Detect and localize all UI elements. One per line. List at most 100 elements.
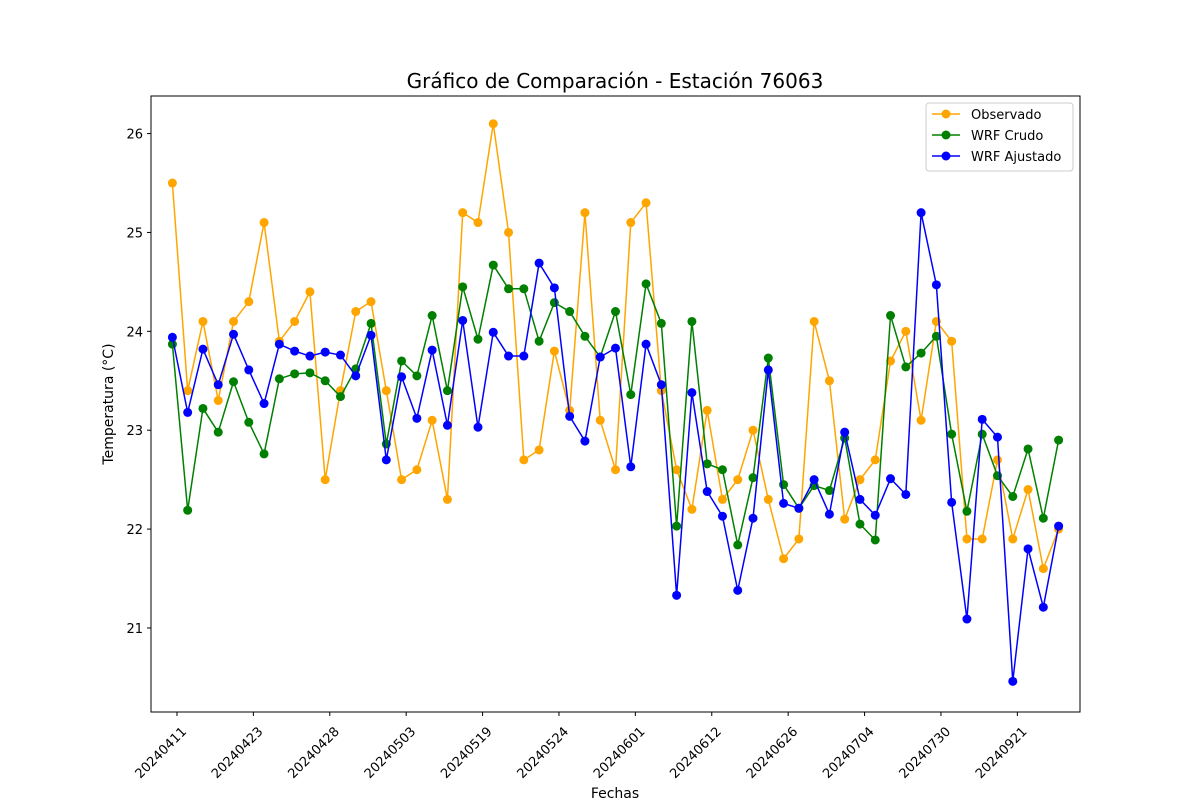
data-point — [397, 356, 407, 366]
data-point — [886, 474, 896, 484]
data-point — [870, 455, 880, 465]
data-point — [504, 284, 514, 294]
data-point — [901, 362, 911, 372]
data-point — [748, 425, 758, 435]
data-point — [580, 436, 590, 446]
data-point — [549, 283, 559, 293]
data-point — [488, 119, 498, 129]
series-2 — [167, 260, 1064, 550]
legend-entry: WRF Crudo — [932, 129, 1043, 144]
data-point — [702, 487, 712, 497]
data-point — [565, 307, 575, 317]
data-point — [626, 390, 636, 400]
y-tick-label: 23 — [126, 424, 143, 439]
data-point — [611, 307, 620, 317]
data-point — [794, 534, 804, 544]
data-point — [855, 494, 865, 504]
data-point — [870, 535, 880, 545]
data-point — [366, 318, 376, 328]
data-point — [931, 280, 941, 290]
x-tick-label: 20240428 — [285, 724, 342, 781]
data-point — [488, 260, 498, 270]
data-point — [244, 297, 254, 307]
data-point — [1038, 513, 1048, 523]
data-point — [198, 344, 208, 354]
data-point — [779, 498, 789, 508]
x-tick-label: 20240411 — [133, 724, 190, 781]
data-point — [366, 297, 376, 307]
data-point — [763, 365, 773, 375]
data-point — [335, 392, 345, 402]
x-tick-label: 20240503 — [362, 724, 419, 781]
x-tick-label: 20240730 — [897, 724, 954, 781]
data-point — [442, 386, 452, 396]
legend-entry: Observado — [932, 108, 1042, 123]
data-point — [656, 318, 666, 328]
data-point — [213, 396, 223, 406]
x-axis-label: Fechas — [591, 786, 639, 800]
legend-marker — [941, 109, 951, 119]
data-point — [1008, 491, 1018, 501]
data-point — [809, 316, 819, 326]
data-point — [748, 513, 758, 523]
data-point — [595, 352, 605, 362]
data-point — [916, 415, 926, 425]
data-point — [290, 369, 300, 379]
data-point — [947, 429, 957, 439]
legend-label: WRF Crudo — [971, 129, 1043, 144]
data-point — [320, 475, 330, 485]
data-point — [641, 339, 651, 349]
data-point — [504, 227, 514, 237]
data-point — [687, 504, 697, 514]
data-point — [427, 311, 437, 321]
chart-title: Gráfico de Comparación - Estación 76063 — [407, 69, 824, 93]
data-point — [167, 332, 177, 342]
data-point — [916, 348, 926, 358]
data-point — [229, 377, 239, 387]
legend-label: Observado — [971, 108, 1042, 123]
data-point — [351, 371, 361, 381]
legend-label: WRF Ajustado — [971, 150, 1061, 165]
data-point — [672, 521, 682, 531]
data-point — [320, 347, 330, 357]
data-point — [458, 282, 468, 292]
x-tick-label: 20240519 — [438, 724, 495, 781]
data-point — [886, 311, 896, 321]
data-point — [412, 371, 422, 381]
legend-marker — [941, 130, 951, 140]
y-tick-label: 26 — [126, 128, 143, 143]
data-point — [626, 462, 636, 472]
data-point — [1008, 676, 1018, 686]
data-point — [366, 330, 376, 340]
data-point — [840, 514, 850, 524]
data-point — [397, 372, 407, 382]
data-point — [565, 411, 575, 421]
data-point — [519, 455, 529, 465]
data-point — [779, 554, 789, 564]
data-point — [794, 503, 804, 513]
y-tick-label: 24 — [126, 325, 143, 340]
data-point — [198, 316, 208, 326]
data-point — [687, 388, 697, 398]
data-point — [672, 465, 682, 475]
data-point — [427, 345, 437, 355]
data-point — [672, 590, 682, 600]
data-point — [733, 540, 743, 550]
data-point — [504, 351, 514, 361]
data-point — [687, 316, 697, 326]
data-point — [870, 510, 880, 520]
data-point — [1023, 544, 1033, 554]
data-point — [733, 475, 743, 485]
data-point — [458, 315, 468, 325]
data-point — [641, 198, 651, 208]
data-point — [534, 336, 544, 346]
data-point — [167, 178, 177, 188]
data-point — [1038, 602, 1048, 612]
x-tick-label: 20240612 — [667, 724, 724, 781]
data-point — [458, 208, 468, 218]
data-point — [977, 429, 987, 439]
data-point — [962, 506, 972, 516]
data-point — [977, 534, 987, 544]
data-point — [488, 327, 498, 337]
